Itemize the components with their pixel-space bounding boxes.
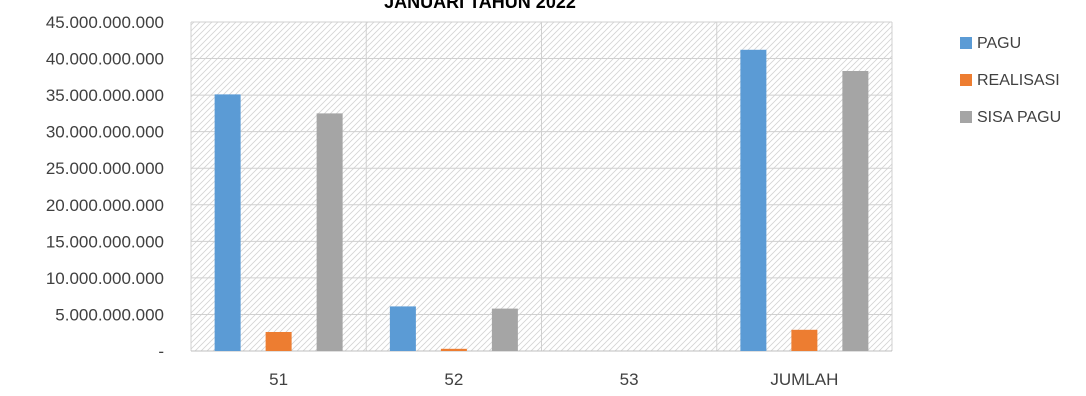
chart-title: JANUARI TAHUN 2022 [384,0,576,12]
bar-pagu [214,94,241,351]
x-category-label: 53 [620,370,639,389]
legend-swatch [960,37,972,49]
x-category-label: 52 [444,370,463,389]
x-category-label: JUMLAH [770,370,838,389]
legend-swatch [960,74,972,86]
x-category-label: 51 [269,370,288,389]
bar-sisa-pagu [842,70,869,352]
y-tick-label: 30.000.000.000 [46,123,164,142]
y-tick-label: 40.000.000.000 [46,50,164,69]
y-tick-label: 10.000.000.000 [46,269,164,288]
legend-label: SISA PAGU [977,109,1061,126]
y-tick-label: 15.000.000.000 [46,232,164,251]
bar-pagu [740,49,767,351]
y-tick-label: 5.000.000.000 [55,305,164,324]
legend-swatch [960,111,972,123]
bar-realisasi [265,331,292,351]
y-tick-label: 25.000.000.000 [46,159,164,178]
plot-area: - 5.000.000.000 10.000.000.000 15.000.000.0… [46,13,893,389]
bar-realisasi [440,348,467,351]
y-tick-label: 35.000.000.000 [46,86,164,105]
bar-sisa-pagu [491,308,518,351]
bar-pagu [389,306,416,351]
legend: PAGU REALISASI SISA PAGU [960,35,1061,126]
y-tick-label: - [158,342,164,361]
y-tick-label: 20.000.000.000 [46,196,164,215]
legend-label: PAGU [977,35,1021,52]
legend-label: REALISASI [977,72,1060,89]
bar-realisasi [791,329,818,351]
y-tick-label: 45.000.000.000 [46,13,164,32]
bar-sisa-pagu [316,113,343,351]
